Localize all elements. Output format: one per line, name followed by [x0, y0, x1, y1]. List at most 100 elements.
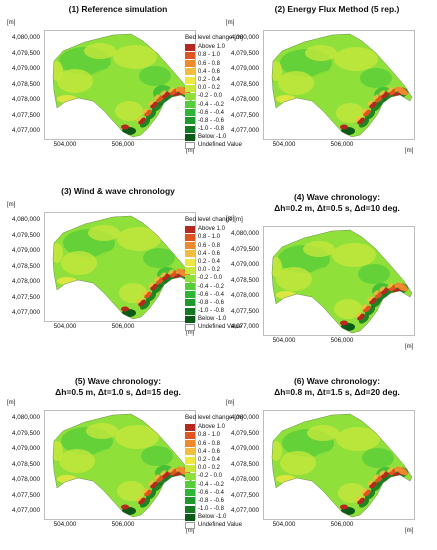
legend-item: 0.8 - 1.0: [185, 51, 243, 59]
legend-item: 0.6 - 0.8: [185, 242, 243, 250]
bed-level-legend: Bed level change [m] Above 1.0 0.8 - 1.0 0.…: [185, 216, 243, 332]
legend-swatch: [185, 440, 195, 448]
y-tick-label: 4,077,000: [230, 127, 259, 134]
y-tick-label: 4,077,000: [11, 127, 40, 134]
legend-item: Undefined Value: [185, 521, 243, 530]
panel-title: (3) Wind & wave chronology: [61, 186, 175, 196]
bed-level-legend: Bed level change [m] Above 1.0 0.8 - 1.0 0.…: [185, 34, 243, 150]
legend-item: Below -1.0: [185, 315, 243, 323]
legend-item: 0.4 - 0.6: [185, 250, 243, 258]
x-tick-label: 504,000: [53, 521, 77, 528]
legend-label: Below -1.0: [198, 316, 227, 323]
legend-label: Above 1.0: [198, 44, 226, 51]
y-tick-label: 4,077,500: [230, 111, 259, 119]
legend-swatch: [185, 315, 195, 323]
y-tick-label: 4,079,000: [11, 445, 40, 452]
legend-label: Below -1.0: [198, 134, 227, 141]
x-tick-label: 506,000: [111, 521, 135, 528]
legend-item: 0.0 - 0.2: [185, 464, 243, 472]
legend-label: 0.2 - 0.4: [198, 76, 221, 83]
legend-label: Undefined Value: [198, 522, 242, 529]
legend-label: 0.6 - 0.8: [198, 242, 221, 249]
y-tick-label: 4,080,000: [11, 414, 40, 421]
map-panel: [263, 226, 415, 336]
x-axis-unit: [m]: [405, 148, 414, 154]
legend-label: 0.4 - 0.6: [198, 448, 221, 455]
legend-swatch: [185, 242, 195, 250]
legend-item: -1.0 - -0.8: [185, 307, 243, 315]
legend-swatch: [185, 250, 195, 258]
y-tick-label: 4,077,500: [11, 293, 40, 301]
legend-swatch: [185, 101, 195, 109]
y-tick-label: 4,079,500: [230, 429, 259, 437]
y-tick-label: 4,077,500: [11, 111, 40, 119]
legend-label: -0.8 - -0.6: [198, 497, 225, 504]
legend-label: Below -1.0: [198, 514, 227, 521]
legend-label: -0.4 - -0.2: [198, 101, 225, 108]
legend-item: 0.2 - 0.4: [185, 456, 243, 464]
legend-swatch: [185, 60, 195, 68]
legend-swatch: [185, 43, 195, 51]
y-tick-label: 4,080,000: [230, 230, 259, 237]
y-tick-label: 4,078,000: [230, 476, 259, 483]
y-axis-unit: [m]: [226, 20, 235, 26]
bed-level-map: [52, 413, 194, 518]
legend-swatch: [185, 142, 195, 150]
legend-item: Undefined Value: [185, 323, 243, 332]
legend-swatch: [185, 307, 195, 315]
legend-label: 0.0 - 0.2: [198, 267, 221, 274]
y-tick-label: 4,079,000: [11, 247, 40, 254]
legend-label: Above 1.0: [198, 424, 226, 431]
y-tick-label: 4,079,500: [11, 49, 40, 57]
legend-swatch: [185, 133, 195, 141]
legend-item: Below -1.0: [185, 513, 243, 521]
legend-label: 0.8 - 1.0: [198, 234, 221, 241]
legend-label: 0.8 - 1.0: [198, 52, 221, 59]
legend-item: Undefined Value: [185, 141, 243, 150]
legend-swatch: [185, 299, 195, 307]
legend-item: 0.6 - 0.8: [185, 440, 243, 448]
legend-item: -0.2 - 0.0: [185, 472, 243, 480]
y-tick-label: 4,078,000: [11, 278, 40, 285]
legend-swatch: [185, 513, 195, 521]
legend-item: 0.2 - 0.4: [185, 258, 243, 266]
panel-title: (5) Wave chronology: Δh=0.5 m, Δt=1.0 s,…: [55, 376, 181, 397]
y-tick-label: 4,079,000: [230, 65, 259, 72]
legend-swatch: [185, 233, 195, 241]
y-axis-unit: [m]: [226, 216, 235, 222]
legend-item: -0.6 - -0.4: [185, 109, 243, 117]
legend-swatch: [185, 464, 195, 472]
legend-label: 0.4 - 0.6: [198, 68, 221, 75]
legend-swatch: [185, 522, 195, 530]
y-tick-label: 4,080,000: [230, 414, 259, 421]
x-axis-unit: [m]: [405, 344, 414, 350]
legend-item: -0.2 - 0.0: [185, 274, 243, 282]
legend-label: -0.2 - 0.0: [198, 275, 223, 282]
legend-item: -1.0 - -0.8: [185, 125, 243, 133]
x-tick-label: 504,000: [272, 521, 296, 528]
legend-swatch: [185, 431, 195, 439]
legend-item: Above 1.0: [185, 43, 243, 51]
legend-label: -0.4 - -0.2: [198, 481, 225, 488]
x-tick-label: 504,000: [272, 337, 296, 344]
legend-swatch: [185, 472, 195, 480]
legend-item: -0.4 - -0.2: [185, 101, 243, 109]
y-tick-label: 4,078,000: [11, 476, 40, 483]
y-tick-label: 4,077,500: [230, 307, 259, 315]
legend-item: 0.0 - 0.2: [185, 84, 243, 92]
legend-swatch: [185, 505, 195, 513]
legend-item: 0.0 - 0.2: [185, 266, 243, 274]
legend-swatch: [185, 489, 195, 497]
y-tick-label: 4,078,000: [230, 96, 259, 103]
y-axis-unit: [m]: [7, 202, 16, 208]
legend-swatch: [185, 117, 195, 125]
bed-level-map: [52, 33, 194, 138]
legend-item: 0.8 - 1.0: [185, 233, 243, 241]
legend-label: -0.6 - -0.4: [198, 291, 225, 298]
map-panel: [263, 410, 415, 520]
panel-title: (6) Wave chronology: Δh=0.8 m, Δt=1.5 s,…: [274, 376, 400, 397]
legend-label: -1.0 - -0.8: [198, 308, 225, 315]
legend-item: 0.4 - 0.6: [185, 448, 243, 456]
legend-swatch: [185, 283, 195, 291]
legend-title: Bed level change [m]: [185, 216, 243, 223]
